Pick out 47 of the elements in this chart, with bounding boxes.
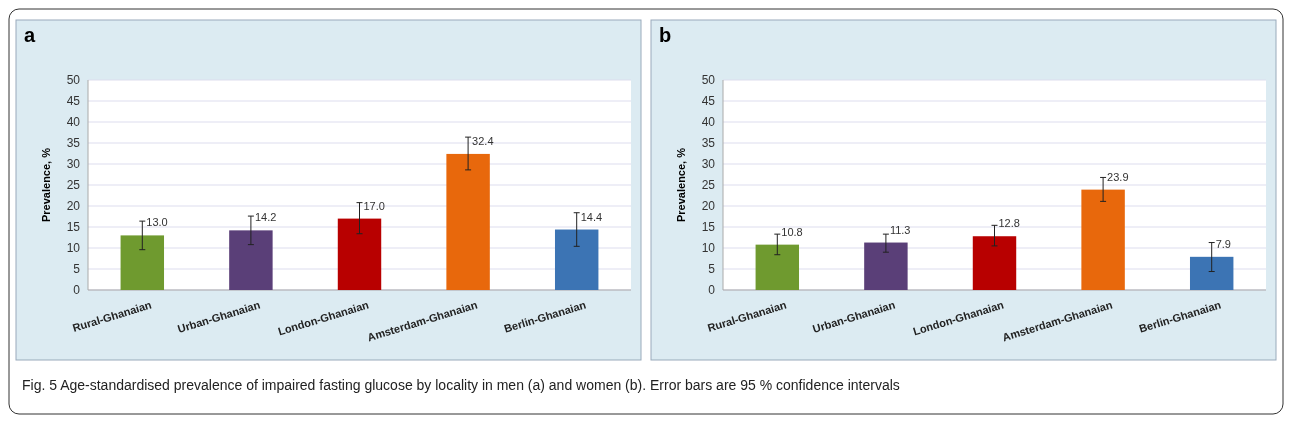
y-axis-title: Prevalence, % <box>40 147 52 222</box>
y-tick-label: 10 <box>701 241 716 256</box>
data-label: 23.9 <box>1107 170 1129 183</box>
data-label: 10.8 <box>781 225 803 238</box>
data-label: 7.9 <box>1215 237 1231 250</box>
y-tick-label: 5 <box>73 262 81 277</box>
bar <box>554 229 599 290</box>
y-tick-label: 45 <box>701 94 716 109</box>
bar <box>337 218 382 290</box>
bar <box>120 235 165 290</box>
y-tick-label: 40 <box>66 115 81 130</box>
y-tick-label: 45 <box>66 94 81 109</box>
bar <box>755 244 800 290</box>
y-tick-label: 40 <box>701 115 716 130</box>
data-label: 17.0 <box>363 199 385 212</box>
bar <box>446 153 490 290</box>
y-tick-label: 0 <box>73 283 81 298</box>
y-axis-title: Prevalence, % <box>675 147 687 222</box>
caption: Fig. 5 Age-standardised prevalence of impaired fasting glucose by locality in men (a) and women (b). Error bars are 95 % confidence intervals <box>22 377 900 393</box>
data-label: 13.0 <box>146 216 168 229</box>
bar <box>1189 256 1234 290</box>
y-tick-label: 35 <box>66 136 81 151</box>
y-tick-label: 30 <box>701 157 716 172</box>
data-label: 14.2 <box>254 211 277 224</box>
y-tick-label: 50 <box>66 73 81 88</box>
data-label: 12.8 <box>998 217 1020 230</box>
y-tick-label: 50 <box>701 73 716 88</box>
y-tick-label: 10 <box>66 241 81 256</box>
data-label: 14.4 <box>580 210 603 223</box>
y-tick-label: 20 <box>701 199 716 214</box>
y-tick-label: 15 <box>66 220 81 235</box>
bar <box>972 236 1017 290</box>
y-tick-label: 30 <box>66 157 81 172</box>
chart-title: b <box>659 24 672 46</box>
bar <box>864 242 908 290</box>
chart-title: a <box>24 24 36 46</box>
y-tick-label: 5 <box>708 262 716 277</box>
data-label: 11.3 <box>889 223 911 236</box>
y-tick-label: 15 <box>701 220 716 235</box>
bar <box>229 230 273 290</box>
data-label: 32.4 <box>472 134 494 147</box>
y-tick-label: 25 <box>66 178 81 193</box>
bar <box>1081 189 1125 290</box>
y-tick-label: 20 <box>66 199 81 214</box>
y-tick-label: 0 <box>708 283 716 298</box>
y-tick-label: 25 <box>701 178 716 193</box>
y-tick-label: 35 <box>701 136 716 151</box>
